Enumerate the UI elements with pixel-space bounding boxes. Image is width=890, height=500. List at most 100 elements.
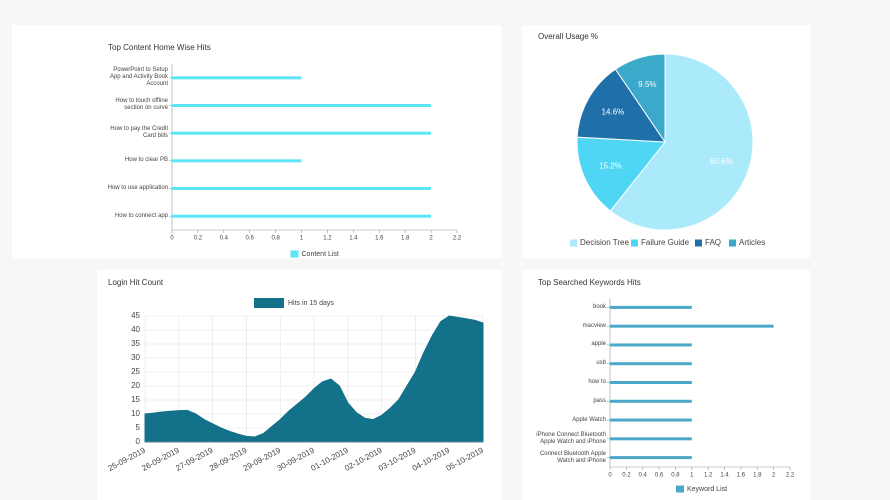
category-label-box: Apple Watch — [572, 416, 606, 423]
x-tick-label: 0 — [608, 473, 612, 479]
legend-label: Decision Tree — [580, 238, 629, 247]
area — [144, 315, 484, 443]
y-tick-label: 15 — [131, 395, 140, 404]
x-tick-label: 1.4 — [349, 236, 358, 242]
y-tick-label: book — [592, 303, 606, 310]
x-tick-label: 2 — [772, 473, 776, 479]
legend-label: Hits in 15 days — [288, 300, 334, 307]
bar — [172, 76, 302, 80]
category-label-box: How to pay the Credit Card bills — [110, 126, 168, 140]
legend-swatch — [729, 239, 736, 247]
x-tick-label: 0.6 — [246, 236, 255, 242]
y-tick-label: Apple Watch — [572, 416, 606, 423]
y-tick-label: iPhone Connect Bluetooth Apple Watch and… — [536, 431, 606, 445]
legend-label: Failure Guide — [641, 238, 690, 247]
bar — [610, 362, 692, 366]
category-label-box: iPhone Connect Bluetooth Apple Watch and… — [536, 431, 606, 445]
x-tick-label: 1 — [690, 473, 694, 479]
legend-label: Keyword List — [687, 486, 727, 493]
legend-swatch — [254, 298, 284, 308]
y-tick-label: how to — [588, 378, 606, 385]
chart-title: Top Searched Keywords Hits — [538, 278, 641, 287]
x-tick-label: 1.2 — [323, 236, 332, 242]
y-tick-label: PowerPoint to Setup App and Activity Boo… — [109, 67, 168, 88]
y-tick-label: 0 — [136, 437, 141, 446]
x-tick-label: 0.8 — [271, 236, 280, 242]
category-label-box: Connect Bluetooth Apple Watch and iPhone — [539, 450, 606, 464]
y-tick-label: macview — [582, 322, 606, 329]
legend-label: Articles — [739, 238, 765, 247]
y-tick-label: usb — [596, 360, 606, 367]
category-label-box: macview — [582, 322, 606, 329]
y-tick-label: 45 — [131, 311, 140, 320]
card — [12, 25, 502, 258]
bar — [172, 131, 432, 135]
category-label-box: how to — [588, 378, 606, 385]
x-tick-label: 0.8 — [671, 473, 680, 479]
y-tick-label: 40 — [131, 325, 140, 334]
bar — [172, 214, 432, 218]
y-tick-label: How to pay the Credit Card bills — [110, 126, 168, 140]
legend-label: Content List — [302, 251, 339, 258]
y-tick-label: 10 — [131, 409, 140, 418]
x-tick-label: 0 — [170, 236, 174, 242]
bar — [610, 381, 692, 384]
data-label: 14.6% — [602, 108, 625, 117]
y-tick-label: How to connect app — [114, 212, 168, 219]
y-tick-label: 30 — [131, 353, 140, 362]
y-tick-label: How to clear PB — [124, 157, 168, 164]
y-tick-label: 5 — [136, 423, 141, 432]
y-tick-label: apple — [591, 341, 606, 348]
category-label-box: How to clear PB — [124, 157, 168, 164]
x-tick-label: 0.6 — [655, 473, 664, 479]
legend-label: FAQ — [705, 238, 721, 247]
bar — [610, 418, 692, 422]
legend-swatch — [570, 239, 577, 247]
bar — [172, 159, 302, 163]
category-label-box: How to use application — [107, 184, 168, 191]
chart-title: Top Content Home Wise Hits — [108, 43, 211, 52]
y-tick-label: How to use application — [107, 184, 168, 191]
bar — [610, 399, 692, 403]
y-tick-label: 20 — [131, 381, 140, 390]
data-label: 15.2% — [599, 162, 622, 171]
legend-swatch — [631, 239, 638, 247]
chart-title: Overall Usage % — [538, 32, 598, 41]
bar — [610, 305, 692, 309]
bar — [172, 104, 432, 107]
category-label-box: apple — [591, 341, 606, 348]
legend-swatch — [695, 239, 702, 247]
bar — [610, 437, 692, 441]
x-tick-label: 1.6 — [375, 236, 384, 242]
y-tick-label: How to touch offline section on curve — [115, 98, 168, 112]
y-tick-label: 25 — [131, 367, 140, 376]
pie-slice — [609, 53, 754, 231]
category-label-box: book — [592, 303, 606, 310]
pie-slice — [576, 136, 666, 212]
legend-swatch — [676, 485, 684, 493]
y-tick-label: Connect Bluetooth Apple Watch and iPhone — [539, 450, 606, 464]
category-label-box: How to touch offline section on curve — [115, 98, 168, 112]
pie-slice — [576, 68, 666, 143]
x-tick-label: 2.2 — [453, 236, 462, 242]
x-tick-label: 2 — [429, 236, 433, 242]
x-tick-label: 0.2 — [194, 236, 203, 242]
x-tick-label: 0.4 — [639, 473, 648, 479]
x-tick-label: 0.4 — [220, 236, 229, 242]
chart-title: Login Hit Count — [108, 278, 164, 287]
legend-swatch — [290, 250, 299, 258]
x-tick-label: 1 — [300, 236, 304, 242]
x-tick-label: 1.2 — [704, 473, 713, 479]
bar — [610, 456, 692, 460]
category-label-box: PowerPoint to Setup App and Activity Boo… — [109, 67, 168, 88]
x-tick-label: 1.4 — [720, 473, 729, 479]
data-label: 60.6% — [710, 157, 733, 166]
x-tick-label: 1.8 — [753, 473, 762, 479]
bar — [610, 343, 692, 347]
category-label-box: usb — [596, 360, 606, 367]
x-tick-label: 1.6 — [737, 473, 746, 479]
bar — [610, 324, 774, 328]
x-tick-label: 0.2 — [622, 473, 631, 479]
data-label: 9.5% — [638, 80, 656, 89]
